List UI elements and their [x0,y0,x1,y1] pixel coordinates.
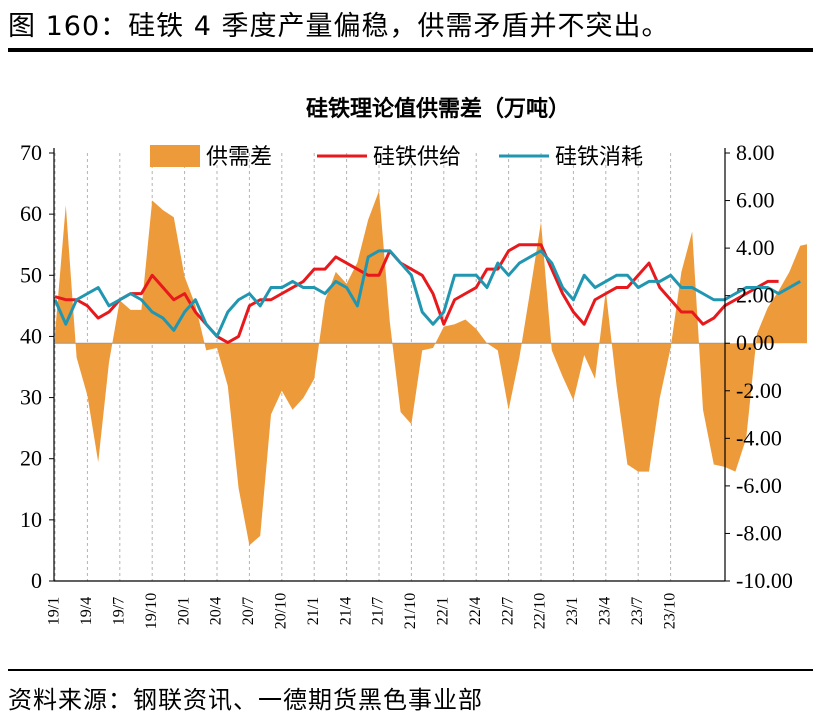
legend-label: 硅铁消耗 [555,145,643,170]
x-tick-label: 21/10 [402,593,419,629]
gap-area [55,191,811,546]
right-tick-label: 4.00 [736,235,775,260]
supply-line [54,243,779,345]
line-layer [53,243,801,345]
right-tick-label: 6.00 [736,188,775,213]
x-tick-label: 20/10 [272,593,289,629]
left-tick-label: 10 [20,507,42,532]
x-tick-label: 21/1 [305,597,322,625]
source-note: 资料来源：钢联资讯、一德期货黑色事业部 [8,686,483,714]
x-tick-label: 19/7 [110,597,127,625]
consumption-line [53,249,801,338]
x-tick-label: 23/4 [596,597,613,625]
chart-panel: 硅铁理论值供需差（万吨） 19/1 19/4 19/7 19/10 20/1 20/4 20… [14,66,811,660]
x-tick-label: 23/1 [564,597,581,625]
bottom-rule [8,669,813,671]
x-tick-label: 23/10 [661,593,678,629]
x-tick-label: 20/1 [175,597,192,625]
right-tick-label: 8.00 [736,140,775,165]
x-tick-label: 22/10 [532,593,549,629]
right-tick-label: -6.00 [736,473,782,498]
legend-label: 供需差 [206,145,272,170]
top-rule [8,48,813,52]
x-tick-label: 21/4 [337,597,354,625]
chart-title: 硅铁理论值供需差（万吨） [306,96,570,122]
legend-label: 硅铁供给 [373,145,461,170]
left-tick-label: 70 [20,140,42,165]
right-tick-label: 2.00 [736,283,775,308]
x-tick-label: 19/1 [46,597,63,625]
right-tick-label: 0.00 [736,330,775,355]
x-tick-label: 22/7 [499,597,516,625]
x-tick-label: 21/7 [370,597,387,625]
x-tick-label: 22/4 [467,597,484,625]
legend-swatch-gap [150,145,200,167]
right-tick-label: -8.00 [736,520,782,545]
left-tick-label: 60 [20,201,42,226]
left-tick-label: 30 [20,385,42,410]
right-tick-label: -2.00 [736,378,782,403]
right-tick-label: -4.00 [736,425,782,450]
chart-svg: 硅铁理论值供需差（万吨） 19/1 19/4 19/7 19/10 20/1 20/4 20… [20,96,811,629]
gap-area-layer [54,191,811,546]
left-tick-label: 0 [31,568,42,593]
right-tick-label: -10.00 [736,568,793,593]
x-tick-label: 19/10 [143,593,160,629]
x-tick-label: 23/7 [629,597,646,625]
left-tick-label: 50 [20,262,42,287]
left-tick-label: 40 [20,323,42,348]
x-tick-label: 19/4 [78,597,95,625]
x-tick-label: 20/4 [208,597,225,625]
legend: 供需差 硅铁供给 硅铁消耗 [150,145,643,170]
left-tick-label: 20 [20,446,42,471]
figure-title: 图 160：硅铁 4 季度产量偏稳，供需矛盾并不突出。 [8,11,670,42]
axes: 19/1 19/4 19/7 19/10 20/1 20/4 20/7 20/10 21/1 21… [20,140,793,629]
x-tick-label: 20/7 [240,597,257,625]
x-tick-label: 22/1 [434,597,451,625]
